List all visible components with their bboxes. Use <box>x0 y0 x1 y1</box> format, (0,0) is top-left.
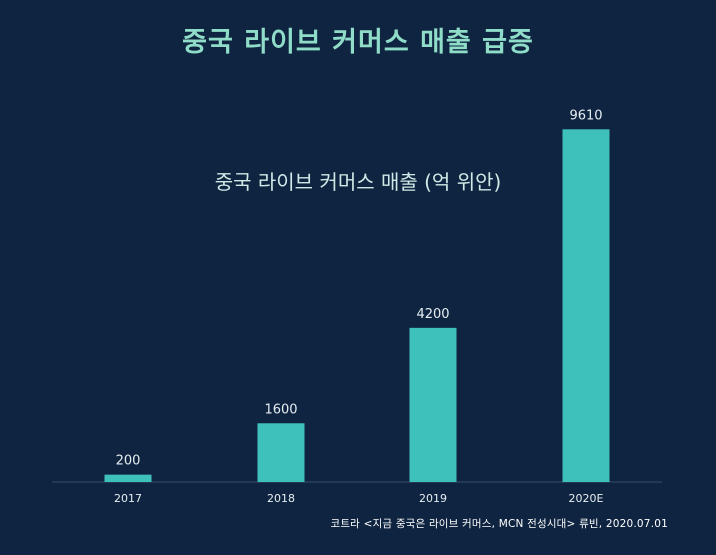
data-label-2018: 1600 <box>264 402 297 417</box>
bar-2020E <box>562 129 610 483</box>
chart-title: 중국 라이브 커머스 매출 (억 위안) <box>214 170 502 194</box>
page-title: 중국 라이브 커머스 매출 급증 <box>182 27 534 58</box>
data-label-2020E: 9610 <box>569 108 602 123</box>
x-tick-label-2018: 2018 <box>267 492 295 505</box>
x-tick-label-2017: 2017 <box>114 492 142 505</box>
bar-2018 <box>257 423 305 482</box>
bar-2019 <box>409 327 457 482</box>
data-label-2017: 200 <box>116 454 141 469</box>
bar-2017 <box>104 474 152 482</box>
source-note: 코트라 <지금 중국은 라이브 커머스, MCN 전성시대> 류빈, 2020.… <box>330 518 668 530</box>
x-tick-label-2020E: 2020E <box>569 492 604 505</box>
x-tick-label-2019: 2019 <box>419 492 447 505</box>
data-label-2019: 4200 <box>416 307 449 322</box>
